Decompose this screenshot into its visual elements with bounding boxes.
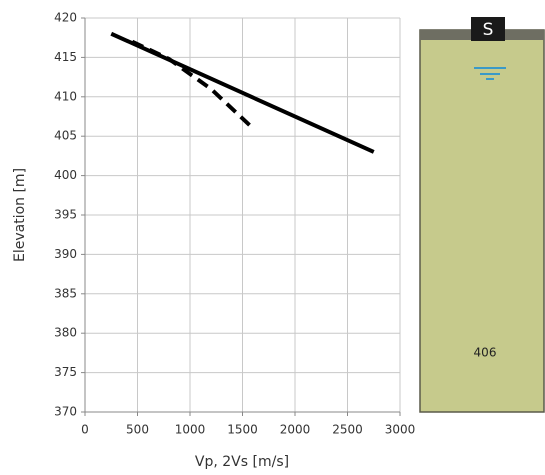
x-tick-label: 1500 xyxy=(227,423,258,437)
water-table-symbol xyxy=(474,67,506,80)
column-label: 406 xyxy=(474,346,497,360)
marker-box xyxy=(471,17,505,41)
y-tick-label: 410 xyxy=(54,89,77,103)
x-tick-label: 0 xyxy=(81,423,89,437)
series-line xyxy=(131,39,255,130)
y-tick-label: 400 xyxy=(54,168,77,182)
y-axis-title: Elevation [m] xyxy=(12,168,28,262)
y-tick-label: 370 xyxy=(54,405,77,419)
y-tick-label: 375 xyxy=(54,365,77,379)
x-axis-title: Vp, 2Vs [m/s] xyxy=(195,454,289,470)
x-tick-label: 2000 xyxy=(280,423,311,437)
marker-label: S xyxy=(483,20,494,40)
y-tick-label: 395 xyxy=(54,208,77,222)
x-tick-label: 2500 xyxy=(332,423,363,437)
y-tick-label: 415 xyxy=(54,50,77,64)
y-tick-label: 405 xyxy=(54,129,77,143)
y-tick-label: 390 xyxy=(54,247,77,261)
x-tick-label: 3000 xyxy=(385,423,416,437)
x-tick-label: 1000 xyxy=(175,423,206,437)
x-tick-label: 500 xyxy=(126,423,149,437)
soil-column xyxy=(419,29,545,413)
y-tick-label: 380 xyxy=(54,326,77,340)
y-tick-label: 420 xyxy=(54,11,77,25)
y-tick-label: 385 xyxy=(54,286,77,300)
